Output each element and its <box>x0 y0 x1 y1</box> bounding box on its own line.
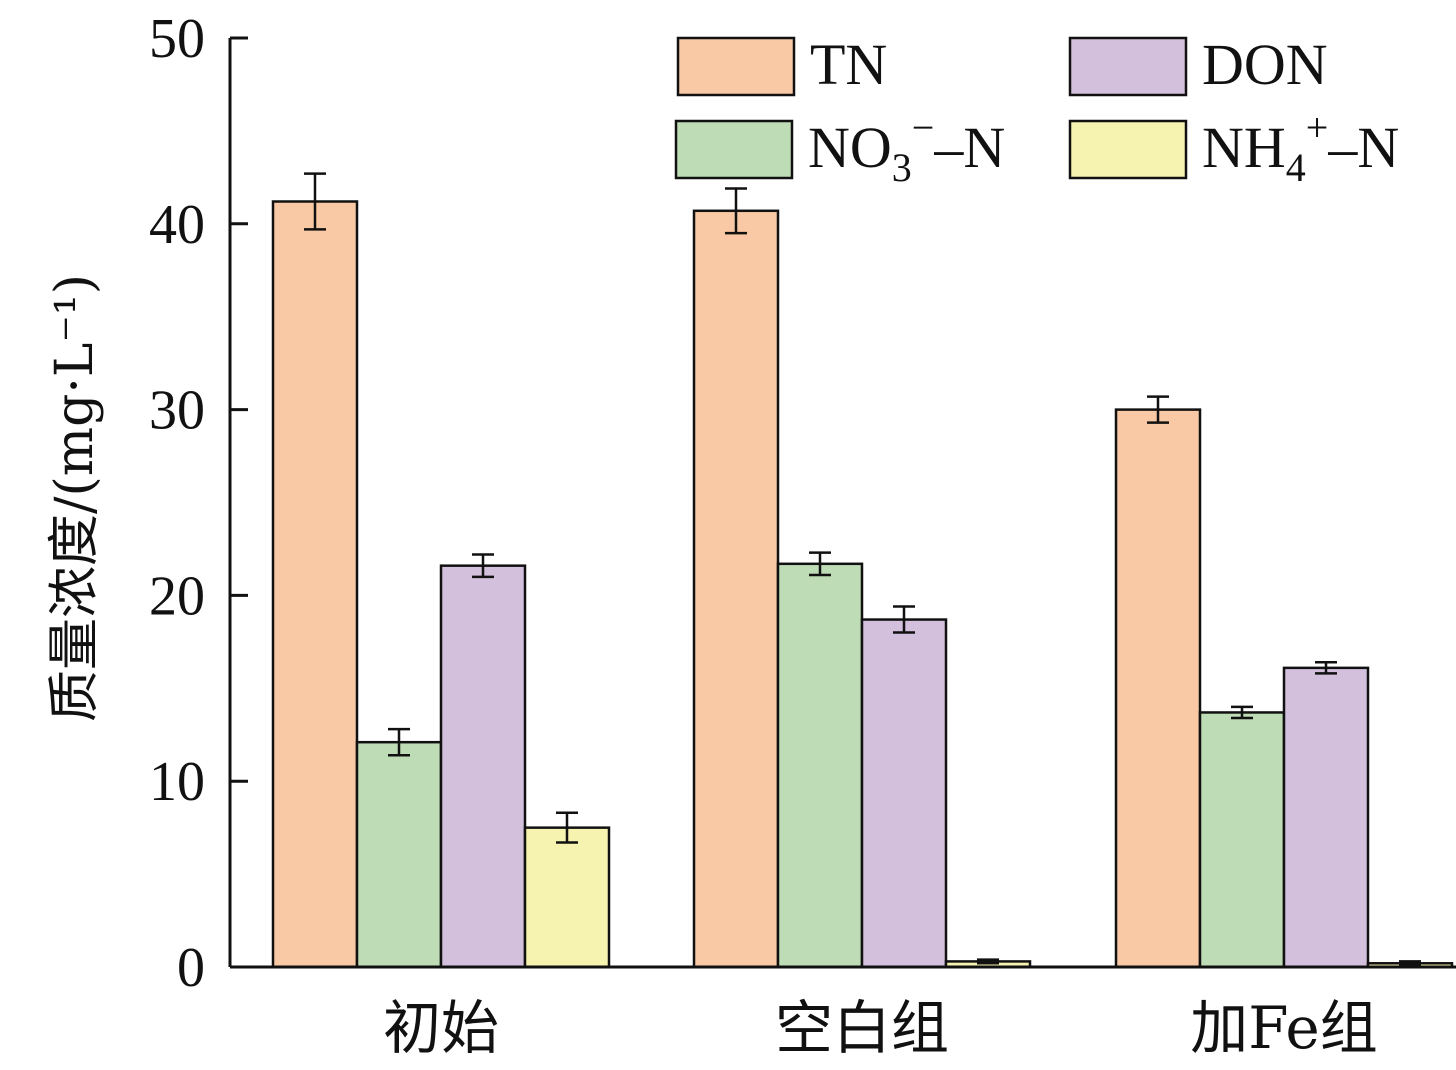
error-bars-layer <box>304 172 1421 967</box>
y-axis-label: 质量浓度/(mg·L⁻¹) <box>45 274 105 722</box>
legend-swatch <box>676 36 796 97</box>
legend-label: NO3−–N <box>808 105 1005 190</box>
error-bar <box>388 727 410 757</box>
x-category-label: 空白组 <box>775 994 949 1062</box>
bar <box>355 740 443 969</box>
y-ticks-layer: 0 10 20 30 40 50 <box>149 8 248 999</box>
bar <box>271 200 359 969</box>
error-bar <box>1315 661 1337 675</box>
x-category-label: 加Fe组 <box>1190 994 1377 1062</box>
y-tick-label: 10 <box>149 751 205 813</box>
legend-label: TN <box>810 32 887 97</box>
axes-layer <box>228 38 1456 969</box>
bar <box>692 209 780 969</box>
legend-swatch <box>1068 119 1188 180</box>
legend: TN DON NO3−–N NH4+–N <box>674 32 1399 190</box>
error-bar <box>304 172 326 231</box>
error-bar <box>977 958 999 965</box>
legend-swatch <box>1068 36 1188 97</box>
bar <box>523 826 611 969</box>
legend-item: NO3−–N <box>674 105 1005 190</box>
legend-item: DON <box>1068 32 1328 97</box>
error-bar <box>1231 705 1253 720</box>
error-bar <box>556 811 578 844</box>
y-tick-label: 30 <box>149 380 205 442</box>
legend-swatch <box>674 119 794 180</box>
bar <box>1114 408 1202 969</box>
bar <box>860 618 948 969</box>
legend-item: NH4+–N <box>1068 105 1399 190</box>
bar <box>439 564 527 969</box>
error-bar <box>472 553 494 579</box>
bar <box>1282 666 1370 969</box>
error-bar <box>725 187 747 235</box>
legend-label: NH4+–N <box>1202 105 1399 190</box>
error-bar <box>893 605 915 634</box>
y-tick-label: 40 <box>149 194 205 256</box>
legend-item: TN <box>676 32 887 97</box>
x-labels-layer: 初始 空白组 加Fe组 <box>383 994 1378 1062</box>
x-category-label: 初始 <box>383 994 499 1062</box>
bar <box>776 562 864 969</box>
bars-layer <box>271 200 1454 969</box>
y-tick-label: 20 <box>149 565 205 627</box>
error-bar <box>1147 395 1169 424</box>
error-bar <box>809 551 831 577</box>
legend-label: DON <box>1202 32 1328 97</box>
bar <box>1198 711 1286 969</box>
error-bar <box>1399 960 1421 967</box>
y-tick-label: 0 <box>177 937 205 999</box>
y-tick-label: 50 <box>149 8 205 70</box>
